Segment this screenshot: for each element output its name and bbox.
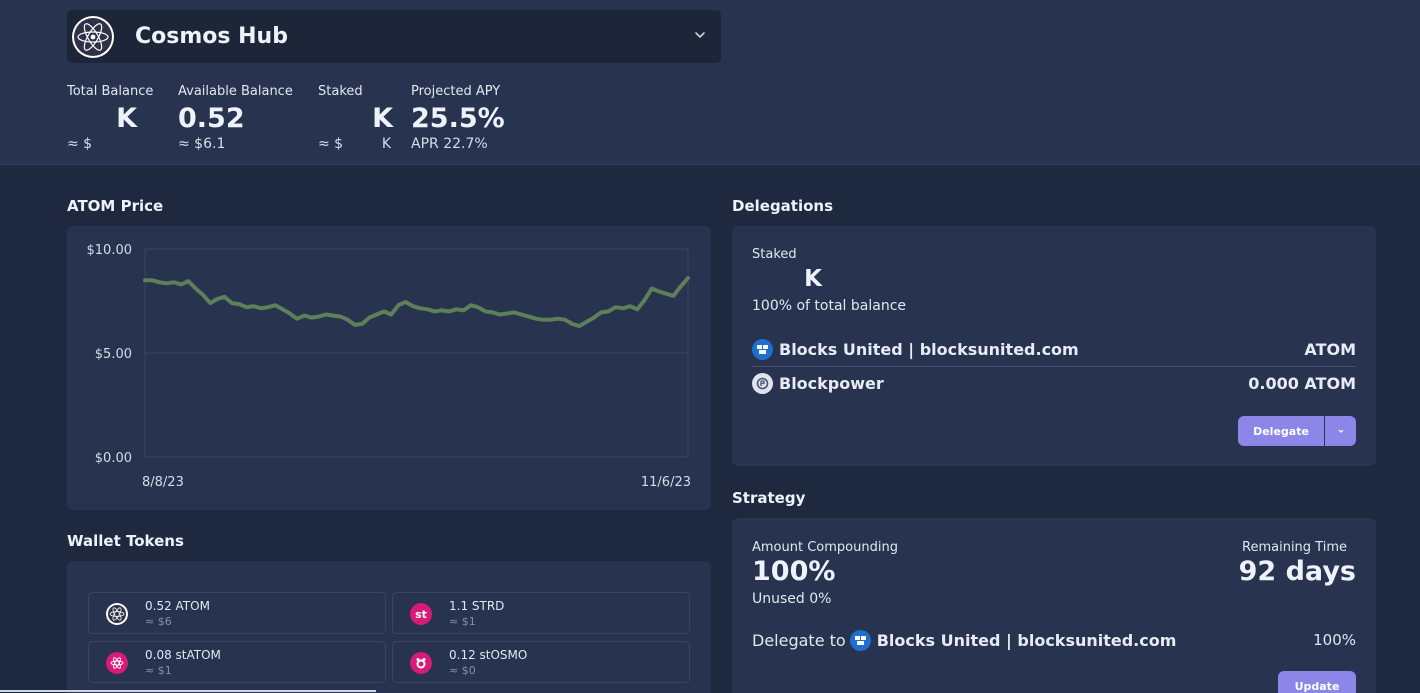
- chain-selector[interactable]: Cosmos Hub: [67, 10, 721, 63]
- staked-label: Staked: [318, 84, 363, 99]
- price-chart: $10.00 $5.00 $0.00 8/8/23 11/6/23: [87, 243, 692, 490]
- total-balance-label: Total Balance: [67, 84, 154, 99]
- amount-compounding-label: Amount Compounding: [752, 540, 898, 555]
- token-usd: ≈ $6: [145, 615, 172, 628]
- projected-apy-stat: Projected APY 25.5% APR 22.7%: [411, 84, 505, 152]
- cosmos-logo-icon: [72, 15, 114, 58]
- delegations-card: Staked K 100% of total balance Blocks Un…: [732, 226, 1376, 466]
- staked-label: Staked: [752, 247, 797, 262]
- y-tick-label: $5.00: [95, 347, 132, 362]
- chevron-down-icon: [1338, 429, 1343, 433]
- statom-icon: [106, 652, 128, 674]
- blocks-united-icon: [849, 629, 871, 651]
- apr-value: APR 22.7%: [411, 136, 488, 152]
- y-tick-label: $10.00: [87, 243, 133, 258]
- delegate-button[interactable]: Delegate: [1238, 416, 1324, 446]
- update-button[interactable]: Update: [1278, 671, 1356, 693]
- amount-compounding-value: 100%: [752, 556, 836, 587]
- x-tick-label: 11/6/23: [641, 475, 691, 490]
- token-amount: 0.52 ATOM: [145, 599, 210, 613]
- divider: [752, 366, 1356, 367]
- staked-usd-suffix: K: [381, 136, 391, 152]
- blockpower-icon: [752, 372, 773, 394]
- staked-value: K: [372, 103, 393, 134]
- staked-amount: K: [804, 266, 822, 292]
- wallet-section-title: Wallet Tokens: [67, 532, 184, 550]
- token-card-statom[interactable]: 0.08 stATOM ≈ $1: [88, 641, 386, 683]
- validator-name: Blocks United | blocksunited.com: [779, 339, 1079, 359]
- projected-apy-value: 25.5%: [411, 103, 505, 134]
- total-balance-usd: ≈ $: [67, 136, 93, 152]
- blocks-united-icon: [752, 338, 773, 360]
- y-tick-label: $0.00: [95, 451, 132, 466]
- delegations-section-title: Delegations: [732, 197, 834, 215]
- available-balance-stat: Available Balance 0.52 ≈ $6.1: [178, 84, 293, 152]
- strategy-card: Amount Compounding 100% Unused 0% Remain…: [732, 518, 1376, 693]
- price-section-title: ATOM Price: [67, 197, 164, 215]
- token-card-atom[interactable]: 0.52 ATOM ≈ $6: [88, 592, 386, 634]
- staked-stat: Staked K ≈ $ K: [318, 84, 393, 152]
- token-amount: 0.08 stATOM: [145, 648, 221, 662]
- available-balance-value: 0.52: [178, 103, 245, 134]
- stride-icon: st: [410, 603, 432, 625]
- unused-value: Unused 0%: [752, 591, 832, 607]
- delegate-to-percent: 100%: [1313, 631, 1356, 649]
- strategy-section-title: Strategy: [732, 489, 806, 507]
- stosmo-icon: [410, 652, 432, 674]
- header: Cosmos Hub Total Balance K ≈ $ Available…: [0, 0, 1420, 165]
- delegate-to-validator: Blocks United | blocksunited.com: [876, 630, 1177, 650]
- delegate-to-row: Delegate to Blocks United | blocksunited…: [752, 628, 1176, 652]
- validator-name: Blockpower: [779, 373, 884, 393]
- chain-name: Cosmos Hub: [135, 24, 288, 49]
- available-balance-usd: ≈ $6.1: [178, 136, 226, 152]
- token-usd: ≈ $0: [449, 664, 476, 677]
- available-balance-label: Available Balance: [178, 84, 293, 99]
- total-balance-value: K: [116, 103, 137, 134]
- staked-usd: ≈ $: [318, 136, 344, 152]
- token-usd: ≈ $1: [145, 664, 172, 677]
- token-amount: 1.1 STRD: [449, 599, 505, 613]
- delegation-row[interactable]: Blockpower 0.000 ATOM: [752, 370, 1356, 396]
- token-usd: ≈ $1: [449, 615, 476, 628]
- remaining-time-label: Remaining Time: [1242, 540, 1347, 555]
- token-amount: 0.12 stOSMO: [449, 648, 528, 662]
- delegate-to-label: Delegate to: [752, 630, 846, 650]
- total-balance-stat: Total Balance K ≈ $: [67, 84, 167, 152]
- atom-icon: [106, 603, 128, 625]
- projected-apy-label: Projected APY: [411, 84, 501, 99]
- price-series-line: [143, 276, 690, 328]
- delegate-options-button[interactable]: [1325, 416, 1356, 446]
- delegation-row[interactable]: Blocks United | blocksunited.com ATOM: [752, 336, 1356, 362]
- x-tick-label: 8/8/23: [142, 475, 184, 490]
- wallet-tokens-card: 0.52 ATOM ≈ $6 st 1.1 STRD ≈ $1 0.08 stA…: [67, 561, 711, 693]
- price-chart-card: $10.00 $5.00 $0.00 8/8/23 11/6/23: [67, 226, 711, 510]
- scroll-indicator: [0, 690, 376, 692]
- remaining-time-value: 92 days: [1238, 556, 1356, 587]
- token-card-stosmo[interactable]: 0.12 stOSMO ≈ $0: [392, 641, 690, 683]
- chevron-down-icon: [695, 32, 705, 39]
- staked-share: 100% of total balance: [752, 298, 906, 314]
- validator-amount: ATOM: [1304, 339, 1356, 359]
- validator-amount: 0.000 ATOM: [1248, 373, 1356, 393]
- token-card-strd[interactable]: st 1.1 STRD ≈ $1: [392, 592, 690, 634]
